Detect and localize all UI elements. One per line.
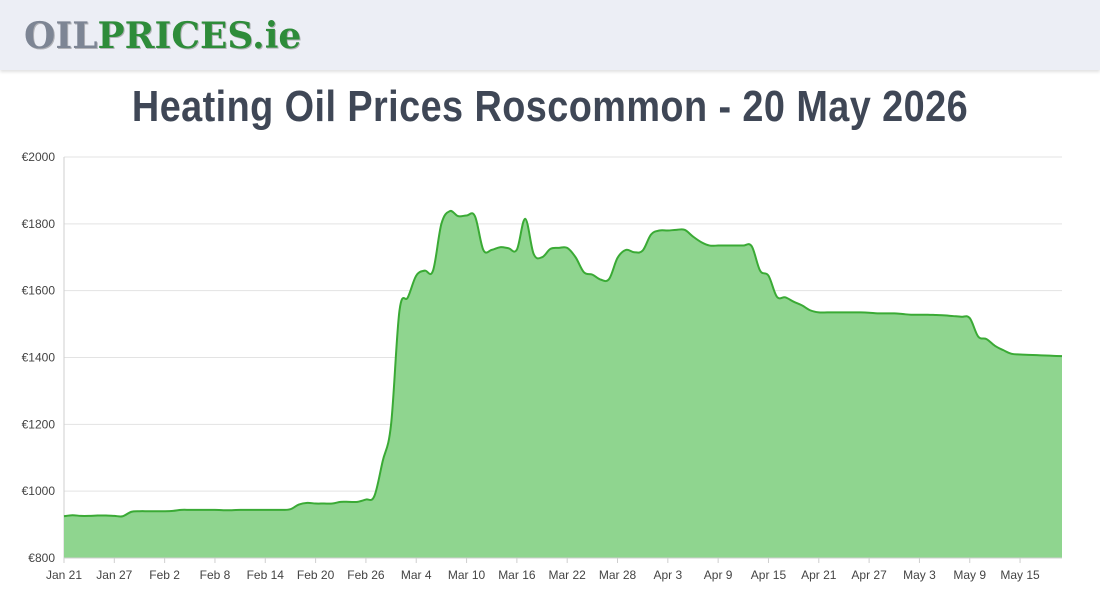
price-area-fill: [64, 210, 1062, 559]
page-title: Heating Oil Prices Roscommon - 20 May 20…: [131, 82, 969, 131]
x-tick-label: Apr 21: [801, 568, 837, 582]
x-tick-label: Feb 14: [247, 568, 285, 582]
price-chart: €800 €1000 €1200 €1400 €1600 €1800 €2000 Jan 21…: [0, 140, 1100, 600]
logo-tld-text: .ie: [252, 15, 302, 57]
y-tick-label: €800: [28, 551, 55, 565]
y-tick-label: €1400: [22, 351, 56, 365]
x-tick-label: Apr 9: [704, 568, 733, 582]
y-tick-label: €1600: [22, 284, 56, 298]
x-tick-label: Feb 26: [347, 568, 385, 582]
x-tick-label: Mar 28: [599, 568, 637, 582]
y-tick-label: €1800: [22, 217, 56, 231]
site-header: OILPRICES.ie: [0, 0, 1100, 70]
x-tick-label: Apr 15: [751, 568, 787, 582]
x-tick-label: Jan 27: [96, 568, 132, 582]
y-tick-label: €2000: [22, 150, 56, 164]
site-logo[interactable]: OILPRICES.ie: [24, 12, 301, 60]
logo-prices-text: PRICES: [97, 15, 253, 57]
y-tick-label: €1200: [22, 417, 56, 431]
x-tick-label: May 3: [903, 568, 936, 582]
x-tick-label: Apr 27: [851, 568, 887, 582]
price-series-line: [63, 209, 1063, 518]
x-tick-label: Feb 8: [200, 568, 231, 582]
x-tick-label: Feb 2: [149, 568, 180, 582]
price-chart-svg: €800 €1000 €1200 €1400 €1600 €1800 €2000 Jan 21…: [22, 150, 1063, 582]
x-tick-label: Mar 22: [549, 568, 587, 582]
x-tick-label: Mar 4: [401, 568, 432, 582]
x-tick-label: May 9: [953, 568, 986, 582]
x-tick-label: Mar 10: [448, 568, 486, 582]
x-tick-label: Jan 21: [46, 568, 82, 582]
x-tick-label: Apr 3: [653, 568, 682, 582]
x-tick-label: May 15: [1000, 568, 1040, 582]
x-tick-label: Mar 16: [498, 568, 536, 582]
y-tick-label: €1000: [22, 484, 56, 498]
x-tick-label: Feb 20: [297, 568, 335, 582]
logo-oil-text: OIL: [24, 15, 98, 57]
